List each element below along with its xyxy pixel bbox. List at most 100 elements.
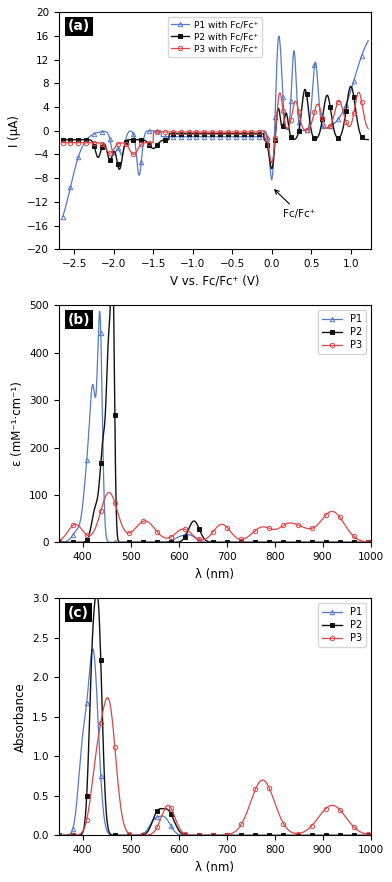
P3 — [300, 827, 305, 838]
P2 with Fc/Fc⁺ — [147, 139, 151, 150]
P3 — [183, 524, 187, 534]
P2 — [300, 830, 305, 841]
P3 with Fc/Fc⁺ — [135, 145, 140, 155]
Line: P1: P1 — [56, 309, 373, 544]
P3 with Fc/Fc⁺ — [366, 123, 370, 134]
P2 — [56, 537, 61, 548]
P1 — [305, 537, 310, 548]
P1 — [56, 830, 61, 841]
Line: P2: P2 — [56, 590, 373, 838]
P3 — [183, 829, 187, 840]
P1 with Fc/Fc⁺ — [60, 212, 65, 222]
P3 — [107, 487, 111, 497]
P3 — [368, 830, 373, 841]
P2 — [194, 518, 199, 528]
P3 with Fc/Fc⁺ — [356, 87, 361, 98]
P1 with Fc/Fc⁺ — [299, 124, 303, 135]
P3 with Fc/Fc⁺ — [299, 117, 303, 128]
X-axis label: λ (nm): λ (nm) — [195, 568, 234, 580]
Line: P1 with Fc/Fc⁺: P1 with Fc/Fc⁺ — [60, 34, 370, 220]
P2 — [88, 684, 93, 695]
P2 with Fc/Fc⁺ — [135, 134, 140, 145]
P2 with Fc/Fc⁺ — [366, 134, 370, 145]
P2 with Fc/Fc⁺ — [157, 137, 162, 147]
P2 — [368, 537, 373, 548]
P2 with Fc/Fc⁺ — [348, 81, 353, 92]
P2 with Fc/Fc⁺ — [261, 129, 266, 139]
P2 — [305, 830, 310, 841]
P1 — [97, 306, 102, 317]
P3 — [194, 533, 199, 543]
Y-axis label: Absorbance: Absorbance — [14, 682, 27, 751]
P1 — [368, 830, 373, 841]
P2 — [183, 532, 187, 542]
P1 — [56, 537, 61, 548]
P3 — [305, 523, 310, 534]
Legend: P1, P2, P3: P1, P2, P3 — [318, 310, 366, 354]
P1 with Fc/Fc⁺ — [277, 31, 281, 41]
Y-axis label: ε (mM⁻¹·cm⁻¹): ε (mM⁻¹·cm⁻¹) — [11, 381, 24, 467]
Legend: P1 with Fc/Fc⁺, P2 with Fc/Fc⁺, P3 with Fc/Fc⁺: P1 with Fc/Fc⁺, P2 with Fc/Fc⁺, P3 with … — [168, 17, 261, 56]
P2 — [368, 830, 373, 841]
P1 with Fc/Fc⁺ — [146, 125, 151, 136]
Line: P2: P2 — [56, 250, 373, 544]
Line: P3: P3 — [56, 490, 373, 544]
P1 with Fc/Fc⁺ — [157, 125, 162, 136]
P1 with Fc/Fc⁺ — [336, 114, 341, 124]
P2 — [94, 587, 99, 597]
P1 with Fc/Fc⁺ — [135, 160, 140, 170]
Legend: P1, P2, P3: P1, P2, P3 — [318, 603, 366, 647]
P3 with Fc/Fc⁺ — [261, 126, 266, 137]
P2 with Fc/Fc⁺ — [60, 134, 65, 145]
Text: (c): (c) — [68, 606, 89, 619]
X-axis label: V vs. Fc/Fc⁺ (V): V vs. Fc/Fc⁺ (V) — [170, 274, 260, 288]
X-axis label: λ (nm): λ (nm) — [195, 861, 234, 874]
P2 — [194, 830, 199, 841]
P1 — [300, 537, 305, 548]
P2 — [300, 537, 305, 548]
P1 — [183, 830, 187, 841]
P2 — [56, 830, 61, 841]
P1 — [183, 530, 187, 541]
P1 — [88, 656, 93, 667]
Line: P2 with Fc/Fc⁺: P2 with Fc/Fc⁺ — [60, 84, 370, 172]
P1 — [305, 830, 310, 841]
P1 — [88, 400, 93, 410]
Y-axis label: I (μA): I (μA) — [8, 115, 21, 146]
Line: P3 with Fc/Fc⁺: P3 with Fc/Fc⁺ — [60, 90, 370, 165]
Line: P3: P3 — [56, 696, 373, 838]
P3 with Fc/Fc⁺ — [146, 138, 151, 148]
P3 — [271, 524, 276, 534]
P3 — [88, 791, 93, 802]
P1 — [271, 830, 276, 841]
P3 — [105, 692, 110, 703]
P3 — [368, 537, 373, 548]
Line: P1: P1 — [56, 647, 373, 838]
P3 — [271, 793, 276, 804]
P2 with Fc/Fc⁺ — [117, 164, 122, 175]
P3 — [194, 830, 199, 841]
P3 with Fc/Fc⁺ — [269, 157, 274, 168]
P3 — [88, 530, 93, 541]
P2 with Fc/Fc⁺ — [336, 132, 341, 143]
P2 — [271, 830, 276, 841]
P3 — [305, 824, 310, 834]
P2 — [271, 537, 276, 548]
P1 — [271, 537, 276, 548]
P2 — [183, 830, 187, 841]
P3 with Fc/Fc⁺ — [60, 138, 65, 148]
P1 — [90, 644, 95, 654]
P1 — [368, 537, 373, 548]
Text: (b): (b) — [68, 312, 91, 326]
P3 with Fc/Fc⁺ — [336, 96, 341, 107]
P1 with Fc/Fc⁺ — [366, 35, 370, 46]
P2 with Fc/Fc⁺ — [299, 111, 303, 122]
P2 — [305, 537, 310, 548]
P1 — [300, 830, 305, 841]
P1 — [194, 534, 199, 544]
Text: (a): (a) — [68, 19, 90, 34]
P1 — [194, 830, 199, 841]
P2 — [110, 247, 115, 258]
P2 — [88, 524, 93, 534]
P3 with Fc/Fc⁺ — [157, 127, 162, 138]
